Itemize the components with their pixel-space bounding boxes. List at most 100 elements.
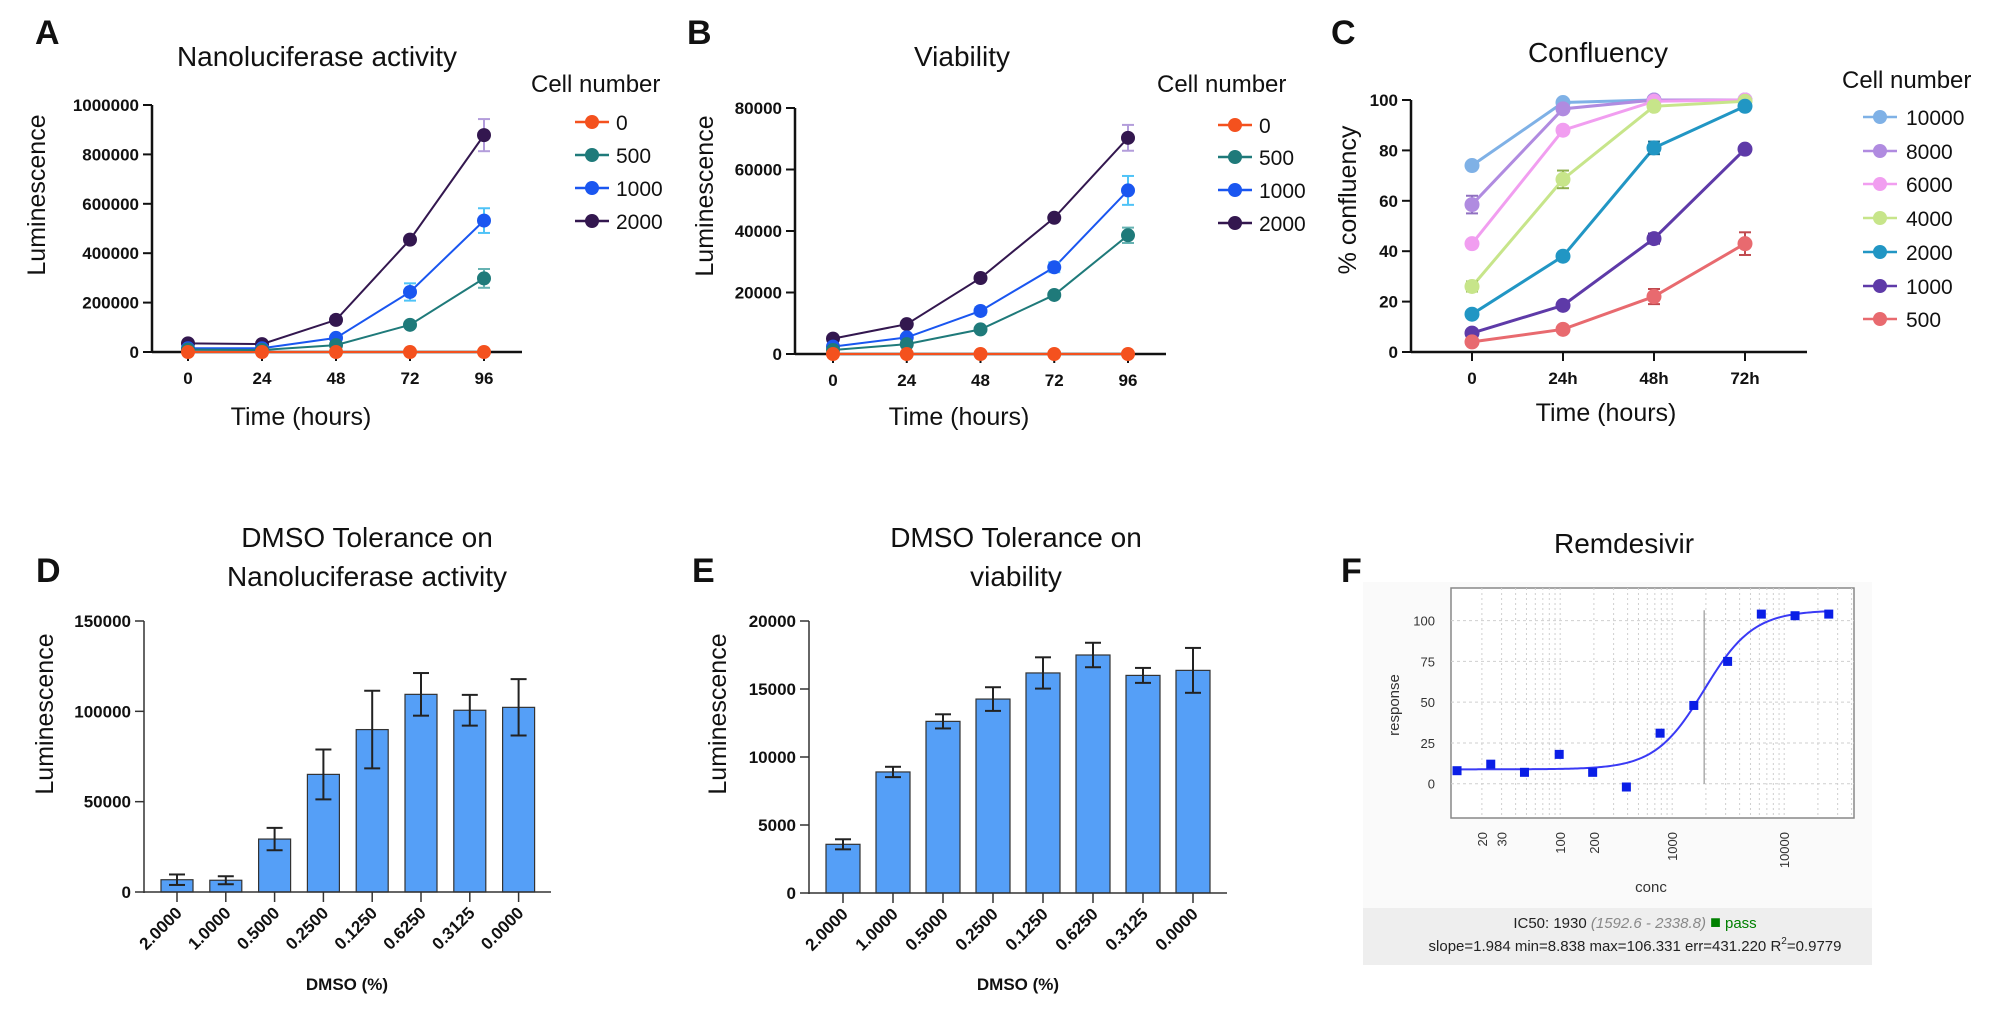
legend-marker — [1873, 177, 1887, 191]
bar-group — [1175, 646, 1211, 894]
data-point — [1555, 248, 1571, 264]
x-tick-label: 48 — [327, 369, 346, 388]
data-point — [1519, 767, 1529, 777]
y-tick-label: 50 — [1421, 695, 1435, 710]
y-tick-label: 10000 — [749, 748, 796, 767]
data-point — [403, 284, 417, 299]
legend-marker — [1873, 312, 1887, 326]
data-point — [1588, 767, 1598, 777]
data-point — [1756, 609, 1766, 619]
chart-title: Nanoluciferase activity — [177, 41, 457, 72]
x-tick-label: 0.1250 — [331, 903, 381, 953]
data-point — [1464, 306, 1480, 322]
legend-item: 500 — [1863, 309, 1941, 332]
y-axis-label: Luminescence — [691, 115, 719, 276]
bar — [1175, 669, 1211, 894]
series-6000 — [1464, 92, 1753, 252]
series-0 — [826, 347, 1135, 361]
data-point — [477, 271, 491, 286]
y-tick-label: 60000 — [735, 161, 782, 180]
chart-title: Remdesivir — [1554, 528, 1694, 559]
x-tick-label: 72 — [401, 369, 420, 388]
series-4000 — [1464, 93, 1753, 294]
bar-group — [975, 686, 1011, 894]
bar-group — [1075, 641, 1111, 894]
bar — [1075, 654, 1111, 894]
data-point — [899, 347, 914, 361]
data-point — [1555, 297, 1571, 313]
y-tick-label: 50000 — [84, 793, 131, 812]
y-tick-label: 0 — [1428, 777, 1435, 792]
series-0 — [181, 345, 491, 359]
series-1000 — [826, 174, 1135, 354]
legend-marker — [1228, 183, 1242, 197]
legend-marker — [585, 214, 599, 228]
legend-label: 4000 — [1906, 208, 1953, 231]
x-tick-label: 0 — [828, 371, 837, 390]
legend-item: 8000 — [1863, 141, 1953, 164]
legend: Cell number 0 500 1000 2000 — [531, 71, 663, 234]
chart-title: Nanoluciferase activity — [227, 561, 507, 592]
data-point — [1555, 171, 1571, 187]
bar-group — [453, 693, 487, 893]
legend-marker — [1228, 216, 1242, 230]
bar — [1025, 672, 1061, 894]
y-tick-label: 100 — [1370, 91, 1398, 110]
legend-item: 0 — [575, 112, 628, 135]
data-point — [1121, 347, 1135, 361]
x-tick-label: 1.0000 — [852, 904, 902, 954]
legend: Cell number 0 500 1000 2000 — [1157, 71, 1306, 236]
legend-item: 500 — [575, 145, 651, 168]
data-point — [403, 345, 417, 359]
data-point — [1486, 759, 1496, 769]
data-point — [899, 317, 914, 332]
x-tick-label: 30 — [1495, 832, 1510, 846]
legend-label: 500 — [1259, 147, 1294, 170]
data-point — [477, 128, 491, 143]
data-point — [255, 345, 269, 359]
series-line — [188, 219, 485, 350]
x-tick-label: 100 — [1553, 832, 1568, 854]
panel-letter: E — [692, 552, 715, 590]
bar-group — [355, 689, 389, 893]
x-tick-label: 0.5000 — [233, 903, 283, 953]
x-axis-label: Time (hours) — [231, 403, 372, 431]
legend-item: 1000 — [575, 178, 663, 201]
series-line — [1470, 98, 1746, 245]
y-tick-label: 0 — [130, 343, 139, 362]
data-point — [1452, 766, 1462, 776]
y-tick-label: 100 — [1413, 614, 1435, 629]
y-axis-label: response — [1386, 674, 1403, 736]
data-point — [1646, 98, 1662, 114]
y-tick-label: 200000 — [82, 294, 139, 313]
bar — [1125, 674, 1161, 894]
legend-label: 2000 — [616, 211, 663, 234]
series-line — [1470, 99, 1746, 288]
data-point — [477, 345, 491, 359]
y-tick-label: 0 — [122, 883, 131, 902]
data-point — [1555, 101, 1571, 117]
x-axis-label: Time (hours) — [889, 403, 1030, 431]
panel-letter: A — [35, 14, 60, 52]
status-label: pass — [1725, 915, 1757, 932]
panel-d-bar-chart: DMSO Tolerance on Nanoluciferase activity… — [31, 522, 551, 994]
data-point — [403, 232, 417, 247]
legend-label: 2000 — [1259, 213, 1306, 236]
bar-group — [925, 713, 961, 894]
x-tick-label: 24 — [897, 371, 916, 390]
data-point — [1464, 197, 1480, 213]
legend-title: Cell number — [531, 71, 660, 98]
series-line — [1471, 98, 1745, 167]
y-tick-label: 20000 — [749, 612, 796, 631]
bar-group — [825, 838, 861, 894]
bar — [502, 706, 536, 893]
data-point — [973, 322, 988, 337]
bar — [975, 698, 1011, 894]
bar-group — [1025, 656, 1061, 894]
x-tick-label: 0 — [1467, 369, 1476, 388]
legend-marker — [1873, 211, 1887, 225]
data-point — [1646, 140, 1662, 156]
chart-title: Confluency — [1528, 37, 1668, 68]
summary-footer — [1363, 908, 1872, 965]
